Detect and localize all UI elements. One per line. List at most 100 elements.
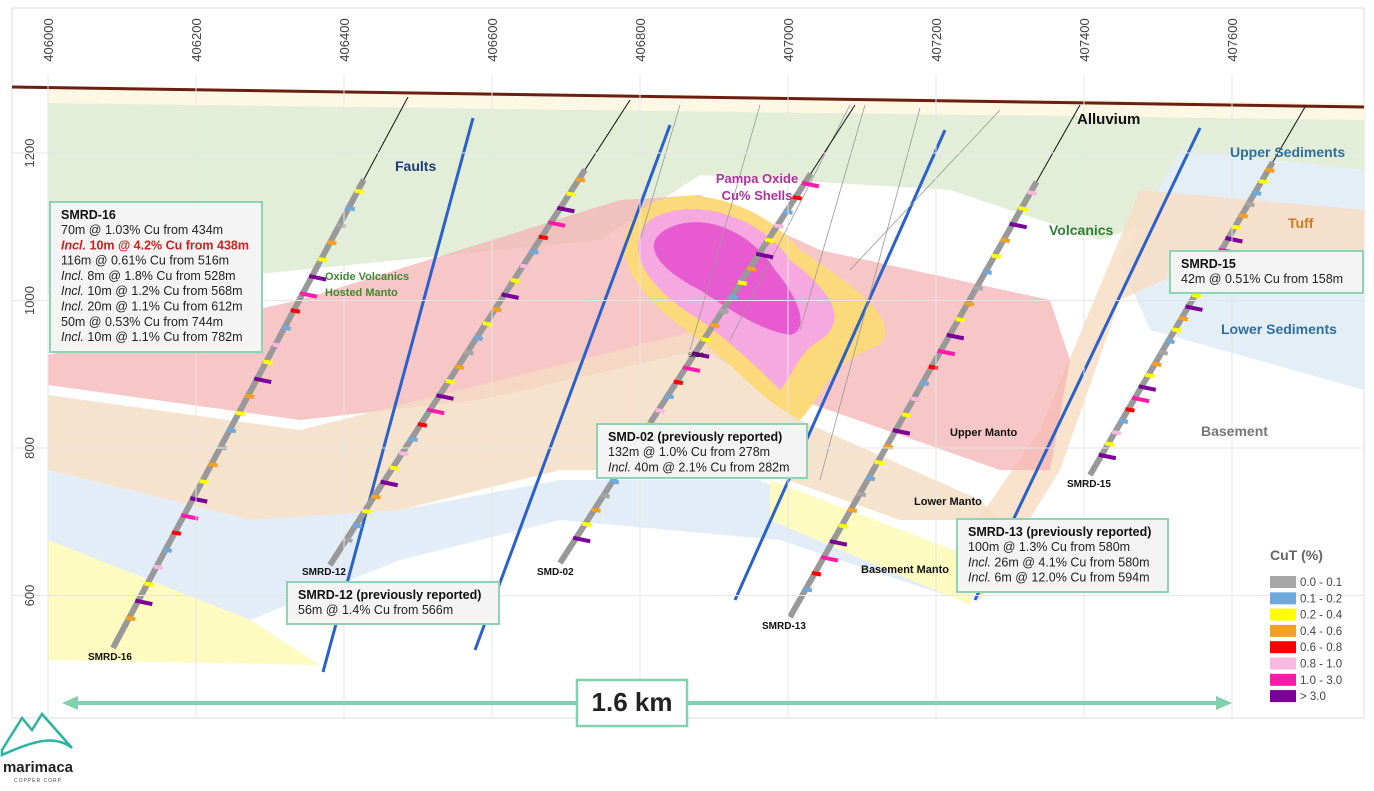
legend-swatch — [1270, 624, 1296, 637]
x-tick-label: 406000 — [41, 18, 56, 61]
y-tick-label: 1000 — [22, 286, 37, 315]
assay-interval — [829, 539, 848, 547]
box-line: Incl. 26m @ 4.1% Cu from 580m — [968, 555, 1150, 569]
assay-interval — [162, 547, 173, 553]
assay-interval — [501, 292, 520, 300]
box-line: 42m @ 0.51% Cu from 158m — [1181, 272, 1343, 286]
fault — [473, 124, 672, 651]
intercept: 56m @ 1.4% Cu from 566m — [298, 603, 453, 617]
alluvium-layer — [48, 88, 1364, 120]
assay-interval — [719, 308, 729, 315]
assay-interval — [547, 220, 566, 228]
intercept-box — [49, 201, 263, 353]
incl: Incl. — [968, 555, 991, 569]
geology-label: SED2 — [688, 353, 704, 359]
assay-interval — [1238, 213, 1249, 219]
incl: Incl. — [61, 269, 84, 283]
logo-tagline: COPPER CORP — [14, 778, 62, 784]
assay-interval — [343, 537, 353, 543]
hole-label: SMRD-13 — [762, 621, 806, 632]
box-line: 50m @ 0.53% Cu from 744m — [61, 315, 223, 329]
assay-interval — [847, 507, 858, 513]
legend-label: > 3.0 — [1300, 691, 1326, 703]
legend-label: 0.0 - 0.1 — [1300, 577, 1342, 589]
intercept-box — [956, 518, 1169, 593]
arrow-head — [62, 696, 78, 710]
assay-interval — [1185, 304, 1203, 312]
basement-manto-layer — [48, 540, 320, 665]
incl: Incl. — [61, 330, 84, 344]
intercept: 8m @ 1.8% Cu from 528m — [84, 269, 236, 283]
assay-interval — [892, 428, 911, 436]
assay-interval — [327, 239, 337, 246]
assay-interval — [482, 321, 493, 327]
assay-interval — [982, 269, 993, 275]
assay-interval — [1178, 315, 1189, 322]
box-line: 100m @ 1.3% Cu from 580m — [968, 540, 1130, 554]
assay-interval — [445, 378, 456, 385]
assay-interval — [253, 376, 272, 385]
box-title: SMD-02 (previously reported) — [608, 430, 782, 444]
assay-interval — [856, 491, 867, 498]
assay-interval — [1225, 236, 1243, 244]
legend-title: CuT (%) — [1270, 547, 1323, 563]
geology-label: Oxide Volcanics — [325, 271, 409, 283]
assay-interval — [865, 475, 876, 482]
hole-label: SMRD-12 — [302, 567, 346, 578]
assay-interval — [226, 427, 237, 434]
assay-interval — [1018, 205, 1029, 212]
assay-interval — [572, 535, 591, 544]
assay-interval — [910, 396, 921, 402]
assay-interval — [1191, 293, 1202, 299]
assay-interval — [838, 523, 849, 529]
x-tick-label: 406800 — [633, 18, 648, 61]
assay-interval — [556, 205, 575, 214]
intercept: 10m @ 1.2% Cu from 568m — [84, 284, 243, 298]
logo-name: marimaca — [3, 759, 74, 776]
assay-interval — [710, 322, 720, 329]
assay-interval — [874, 459, 885, 466]
geology-label: Alluvium — [1077, 111, 1140, 128]
assay-interval — [473, 335, 484, 342]
intercept: 132m @ 1.0% Cu from 278m — [608, 445, 770, 459]
intercept-box — [1169, 250, 1364, 294]
hole-label: SMD-02 — [537, 567, 574, 578]
geology-label: Hosted Manto — [325, 287, 398, 299]
box-title: SMRD-12 (previously reported) — [298, 588, 481, 602]
assay-interval — [1231, 224, 1242, 231]
assay-interval — [308, 274, 327, 282]
intercept: 40m @ 2.1% Cu from 282m — [631, 460, 790, 474]
box-line: 70m @ 1.03% Cu from 434m — [61, 223, 223, 237]
scale-label: 1.6 km — [592, 687, 673, 717]
assay-interval — [1171, 327, 1182, 333]
assay-interval — [1118, 418, 1129, 425]
assay-interval — [1265, 167, 1275, 174]
assay-interval — [464, 350, 474, 356]
legend-label: 0.1 - 0.2 — [1300, 593, 1342, 605]
assay-interval — [1125, 407, 1135, 413]
x-tick-label: 407200 — [929, 18, 944, 61]
shell-core — [653, 222, 801, 335]
box-line: 116m @ 0.61% Cu from 516m — [61, 254, 229, 268]
y-tick-label: 600 — [22, 585, 37, 607]
assay-interval — [575, 177, 586, 183]
assay-interval — [189, 496, 208, 504]
assay-interval — [1151, 361, 1162, 367]
assay-interval — [609, 479, 620, 485]
assay-interval — [529, 249, 539, 255]
hole-label: SMRD-15 — [1067, 479, 1111, 490]
legend-swatch — [1270, 576, 1296, 588]
legend-swatch — [1270, 657, 1296, 670]
intercept: 10m @ 1.1% Cu from 782m — [84, 330, 243, 344]
assay-interval — [801, 180, 820, 189]
intercept: 6m @ 12.0% Cu from 594m — [991, 571, 1150, 585]
box-line: Incl. 10m @ 1.2% Cu from 568m — [61, 284, 243, 298]
x-tick-label: 406400 — [337, 18, 352, 61]
volcanics-layer — [48, 103, 1364, 295]
assay-interval — [1000, 237, 1011, 244]
geology-label: Cu% Shells — [722, 188, 793, 203]
assay-interval — [352, 523, 363, 529]
legend-label: 0.6 - 0.8 — [1300, 642, 1342, 654]
intercept: 42m @ 0.51% Cu from 158m — [1181, 272, 1343, 286]
intercept-box — [286, 581, 500, 625]
